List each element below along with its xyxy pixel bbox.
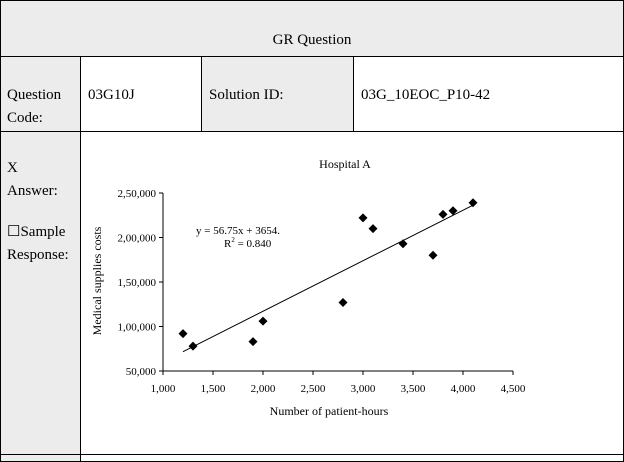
x-tick-label: 2,500 [301, 383, 326, 395]
answer-label: Answer: [7, 183, 58, 199]
header-cell [0, 0, 624, 57]
x-tick-label: 1,500 [201, 383, 226, 395]
y-tick-label: 50,000 [126, 366, 157, 378]
r-squared: R2 = 0.840 [224, 236, 272, 250]
data-point [468, 198, 478, 208]
data-point [248, 337, 258, 347]
x-tick-label: 4,500 [501, 383, 526, 395]
x-axis-label: Number of patient-hours [270, 404, 389, 418]
question-code-label-cell [0, 56, 81, 132]
x-tick-label: 4,000 [451, 383, 476, 395]
answer-label-cell [0, 131, 81, 462]
data-point [258, 316, 268, 326]
x-tick-label: 1,000 [151, 383, 176, 395]
x-tick-label: 2,000 [251, 383, 276, 395]
solution-id-value: 03G_10EOC_P10-42 [361, 87, 491, 103]
question-code-label: Question Code: [7, 87, 62, 126]
data-point [338, 297, 348, 307]
x-tick-label: 3,500 [401, 383, 426, 395]
data-point [438, 209, 448, 219]
sample-response-checkbox[interactable]: ☐ [7, 224, 21, 240]
r-squared-value: = 0.840 [235, 238, 272, 250]
data-point [368, 224, 378, 234]
solution-id-label: Solution ID: [209, 87, 284, 103]
data-point [178, 329, 188, 339]
row-divider [0, 454, 624, 455]
trendline [182, 204, 474, 353]
chart-title: Hospital A [319, 157, 371, 171]
question-code-value: 03G10J [88, 87, 135, 103]
header-title: GR Question [272, 32, 352, 48]
data-point [188, 341, 198, 351]
data-point [448, 206, 458, 216]
data-point [428, 250, 438, 260]
data-point [398, 239, 408, 249]
scatter-chart: Hospital A 50,000 1,00,000 1,50,000 2,00,00… [90, 157, 526, 418]
y-tick-label: 2,00,000 [118, 233, 157, 245]
y-axis-label: Medical supplies costs [90, 226, 104, 335]
y-tick-label: 1,50,000 [118, 277, 157, 289]
r-squared-sup: 2 [231, 236, 235, 244]
x-tick-label: 3,000 [351, 383, 376, 395]
y-tick-label: 1,00,000 [118, 322, 157, 334]
data-point [358, 213, 368, 223]
answer-mark: X [7, 160, 18, 176]
r-squared-prefix: R [224, 238, 232, 250]
sample-response-label: Sample Response: [7, 224, 69, 263]
trendline-equation: y = 56.75x + 3654. [196, 225, 280, 237]
y-tick-label: 2,50,000 [118, 188, 157, 200]
answer-label-block: X Answer: ☐Sample Response: [7, 157, 79, 267]
